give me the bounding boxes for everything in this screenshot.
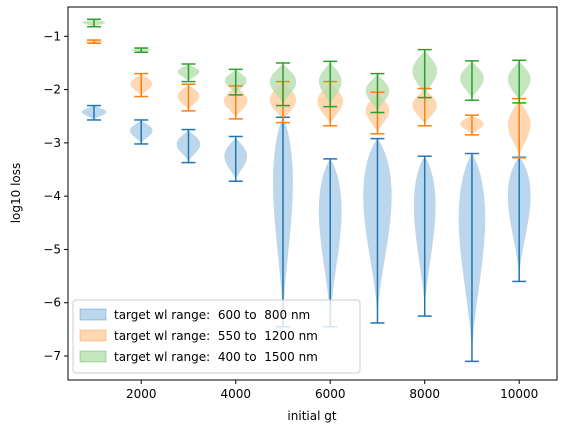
- x-tick-label: 4000: [220, 387, 251, 401]
- legend-entry-label: target wl range: 550 to 1200 nm: [114, 329, 318, 343]
- plot-frame: [67, 6, 558, 381]
- x-tick-label: 10000: [500, 387, 538, 401]
- legend: target wl range: 600 to 800 nm target wl …: [72, 299, 361, 374]
- x-tick-label: 8000: [409, 387, 440, 401]
- legend-swatch: [79, 308, 107, 321]
- whiskers-layer: [86, 18, 527, 363]
- y-tick-label: −6: [43, 296, 61, 310]
- y-tick-label: −4: [43, 189, 61, 203]
- x-axis-ticks: 2000 4000 6000 8000 10000: [126, 380, 538, 401]
- x-tick-label: 2000: [126, 387, 157, 401]
- y-axis-label: log10 loss: [9, 163, 23, 224]
- legend-swatch: [79, 329, 107, 342]
- legend-swatch: [79, 350, 107, 363]
- y-axis-ticks: −7 −6 −5 −4 −3 −2 −1: [43, 29, 68, 363]
- y-tick-label: −5: [43, 242, 61, 256]
- y-tick-label: −7: [43, 349, 61, 363]
- x-tick-label: 6000: [315, 387, 346, 401]
- legend-entry-label: target wl range: 600 to 800 nm: [114, 308, 310, 322]
- y-tick-label: −2: [43, 83, 61, 97]
- y-tick-label: −1: [43, 29, 61, 43]
- legend-entry-label: target wl range: 400 to 1500 nm: [114, 350, 318, 364]
- legend-box: [72, 299, 361, 374]
- y-tick-label: −3: [43, 136, 61, 150]
- x-axis-label: initial gt: [287, 409, 336, 423]
